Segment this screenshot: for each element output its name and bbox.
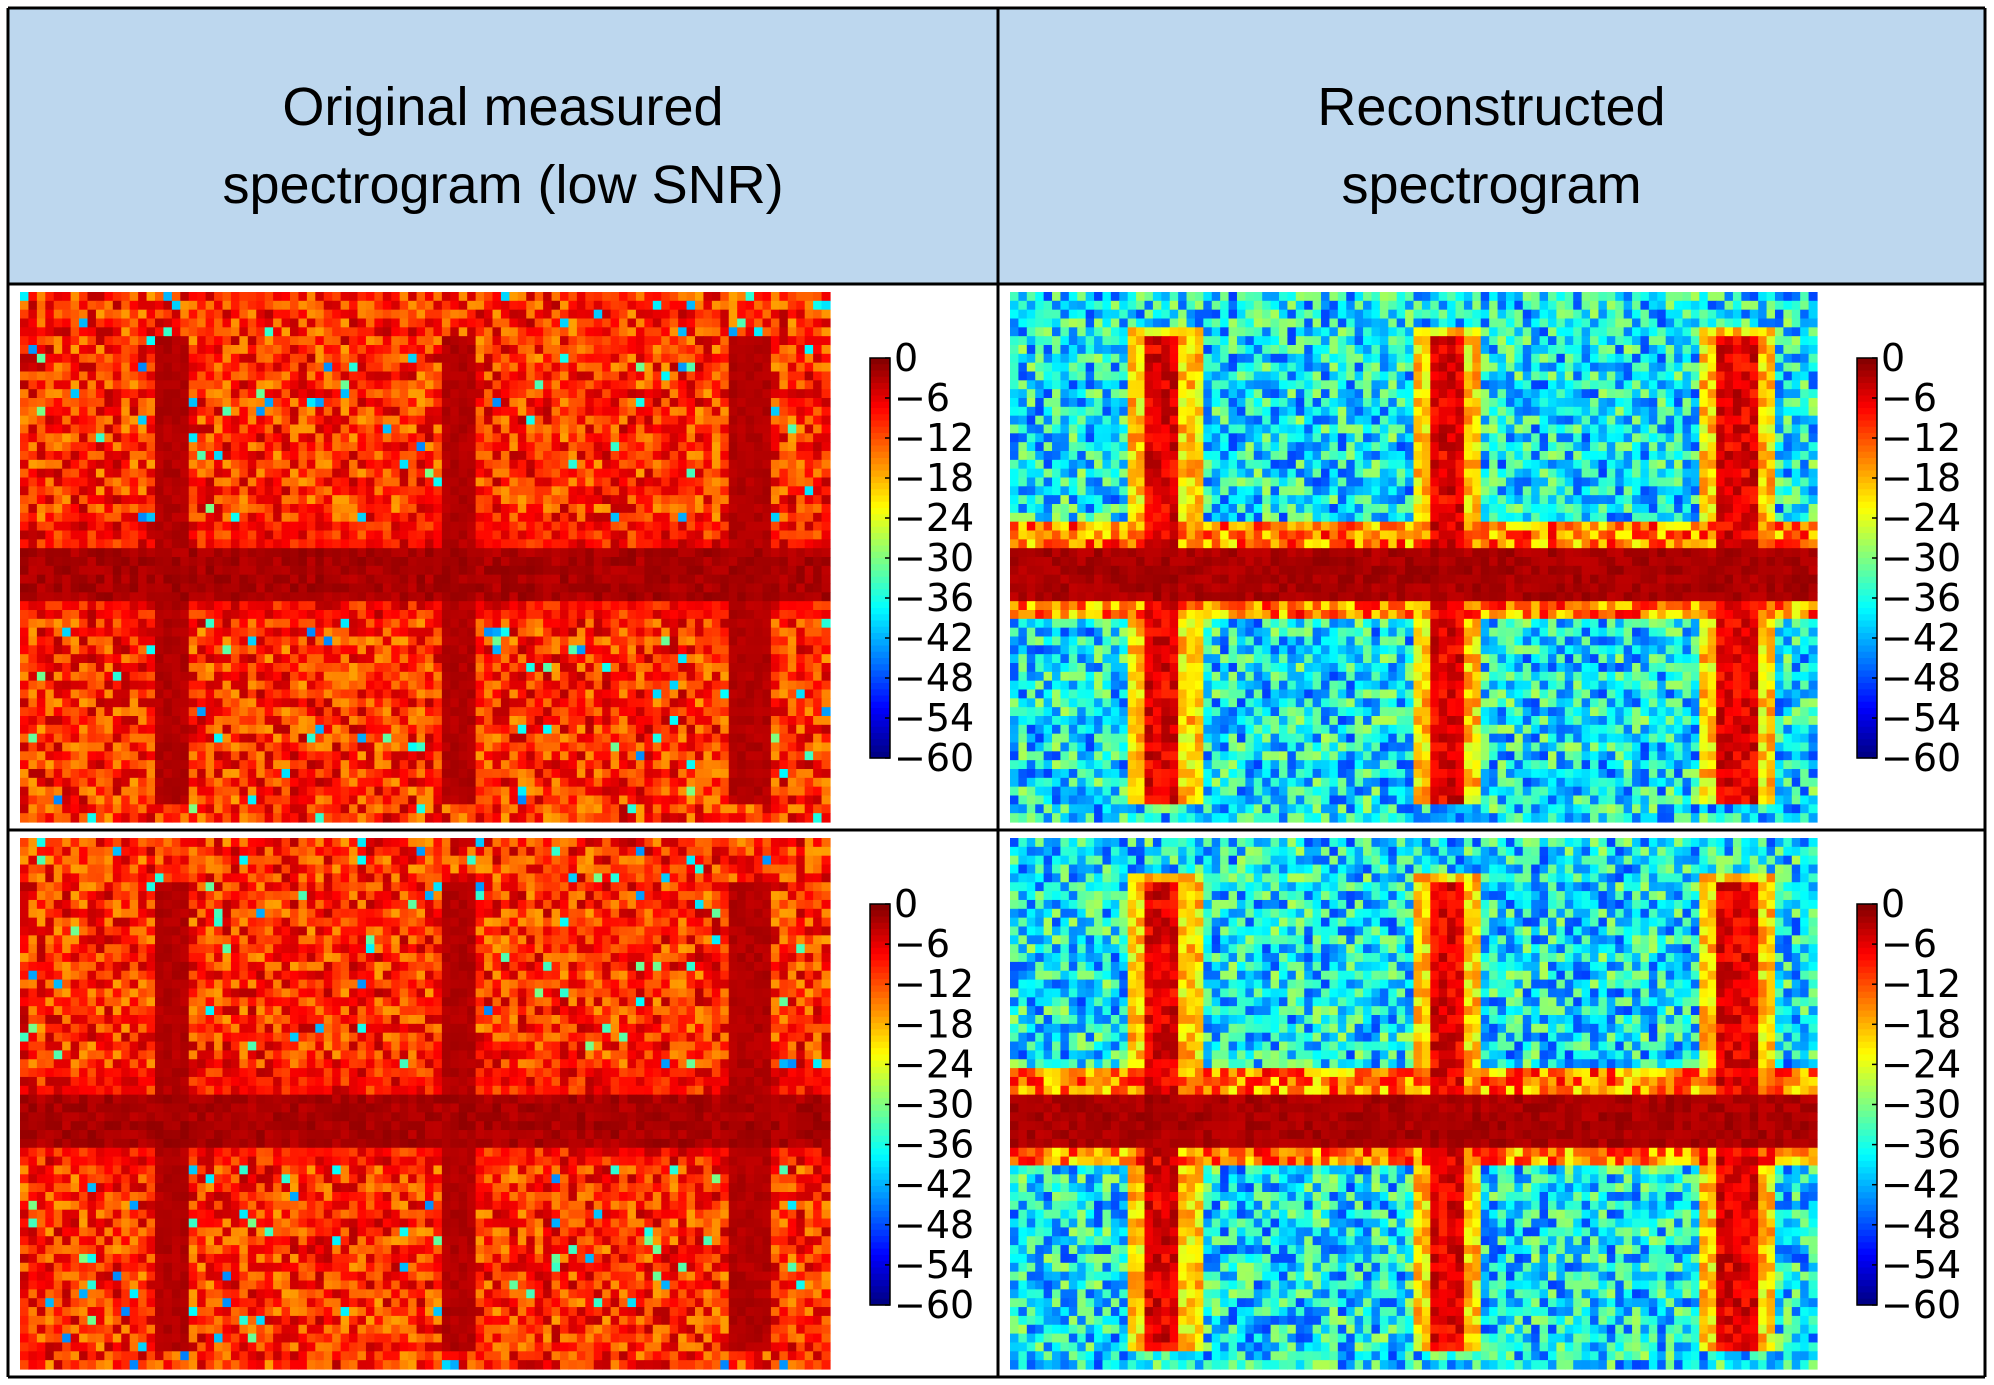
header-original-line-2: spectrogram (low SNR) bbox=[222, 146, 783, 224]
colorbar-tick-label: −18 bbox=[894, 1002, 974, 1046]
colorbar bbox=[870, 358, 890, 759]
colorbar-tick-label: 0 bbox=[894, 336, 918, 380]
colorbar-tick-label: −12 bbox=[894, 416, 974, 460]
colorbar-tick-label: −6 bbox=[1881, 922, 1937, 966]
spectrogram-plot: 0−6−12−18−24−30−36−42−48−54−60 bbox=[20, 292, 974, 823]
spectrogram-original-2: 0 −6 −12 −18 −24 −30 −36 −42 −48 −54 −60 bbox=[8, 830, 998, 1377]
colorbar-tick-label: −42 bbox=[894, 1163, 974, 1207]
colorbar-tick-label: −24 bbox=[1881, 1042, 1961, 1086]
colorbar-tick-label: −18 bbox=[1881, 456, 1961, 500]
heatmap bbox=[1010, 838, 1818, 1370]
header-reconstructed-text: Reconstructed spectrogram bbox=[1317, 68, 1665, 224]
colorbar-tick-label: −42 bbox=[1881, 1163, 1961, 1207]
spectrogram-plot: 0−6−12−18−24−30−36−42−48−54−60 bbox=[1010, 838, 1961, 1370]
colorbar-tick-label: −18 bbox=[894, 456, 974, 500]
colorbar-tick-label: −24 bbox=[1881, 496, 1961, 540]
spectrogram-reconstructed-1: 0 −6 −12 −18 −24 −30 −36 −42 −48 −54 −60 bbox=[998, 284, 1985, 830]
heatmap bbox=[1010, 292, 1818, 823]
spectrogram-reconstructed-2: 0 −6 −12 −18 −24 −30 −36 −42 −48 −54 −60 bbox=[998, 830, 1985, 1377]
header-reconstructed: Reconstructed spectrogram bbox=[998, 8, 1985, 284]
header-reconstructed-line-2: spectrogram bbox=[1317, 146, 1665, 224]
colorbar bbox=[1857, 904, 1877, 1306]
colorbar-tick-label: −60 bbox=[1881, 736, 1961, 780]
heatmap bbox=[20, 292, 831, 823]
colorbar-tick-label: −54 bbox=[1881, 1243, 1961, 1287]
header-original: Original measured spectrogram (low SNR) bbox=[8, 8, 998, 284]
colorbar-tick-label: −30 bbox=[1881, 536, 1961, 580]
colorbar-tick-label: −60 bbox=[894, 736, 974, 780]
colorbar-tick-label: 0 bbox=[1881, 336, 1905, 380]
colorbar-tick-label: −60 bbox=[894, 1283, 974, 1327]
spectrogram-plot: 0−6−12−18−24−30−36−42−48−54−60 bbox=[1010, 292, 1961, 823]
colorbar-tick-label: −30 bbox=[894, 536, 974, 580]
colorbar bbox=[1857, 358, 1877, 759]
colorbar-tick-label: −12 bbox=[1881, 962, 1961, 1006]
colorbar-tick-label: −6 bbox=[894, 376, 950, 420]
colorbar-tick-label: −48 bbox=[894, 656, 974, 700]
header-original-text: Original measured spectrogram (low SNR) bbox=[222, 68, 783, 224]
spectrogram-plot: 0−6−12−18−24−30−36−42−48−54−60 bbox=[20, 838, 974, 1370]
colorbar-tick-label: −24 bbox=[894, 1042, 974, 1086]
colorbar-tick-label: 0 bbox=[894, 882, 918, 926]
colorbar-tick-label: −24 bbox=[894, 496, 974, 540]
colorbar-tick-label: −12 bbox=[894, 962, 974, 1006]
colorbar-tick-label: −18 bbox=[1881, 1002, 1961, 1046]
colorbar-tick-label: −6 bbox=[1881, 376, 1937, 420]
header-original-line-1: Original measured bbox=[222, 68, 783, 146]
colorbar-tick-label: −60 bbox=[1881, 1283, 1961, 1327]
colorbar-tick-label: −48 bbox=[1881, 656, 1961, 700]
colorbar-tick-label: −54 bbox=[894, 696, 974, 740]
colorbar bbox=[870, 904, 890, 1306]
colorbar-tick-label: −48 bbox=[1881, 1203, 1961, 1247]
colorbar-tick-label: −6 bbox=[894, 922, 950, 966]
colorbar-tick-label: −54 bbox=[894, 1243, 974, 1287]
spectrogram-original-1: 0 −6 −12 −18 −24 −30 −36 −42 −48 −54 −60 bbox=[8, 284, 998, 830]
colorbar-tick-label: 0 bbox=[1881, 882, 1905, 926]
colorbar-tick-label: −30 bbox=[1881, 1083, 1961, 1127]
colorbar-tick-label: −54 bbox=[1881, 696, 1961, 740]
colorbar-tick-label: −36 bbox=[1881, 576, 1961, 620]
colorbar-tick-label: −36 bbox=[894, 576, 974, 620]
colorbar-tick-label: −42 bbox=[894, 616, 974, 660]
colorbar-tick-label: −30 bbox=[894, 1083, 974, 1127]
colorbar-tick-label: −48 bbox=[894, 1203, 974, 1247]
colorbar-tick-label: −12 bbox=[1881, 416, 1961, 460]
colorbar-tick-label: −36 bbox=[894, 1123, 974, 1167]
heatmap bbox=[20, 838, 831, 1370]
colorbar-tick-label: −36 bbox=[1881, 1123, 1961, 1167]
colorbar-tick-label: −42 bbox=[1881, 616, 1961, 660]
header-reconstructed-line-1: Reconstructed bbox=[1317, 68, 1665, 146]
